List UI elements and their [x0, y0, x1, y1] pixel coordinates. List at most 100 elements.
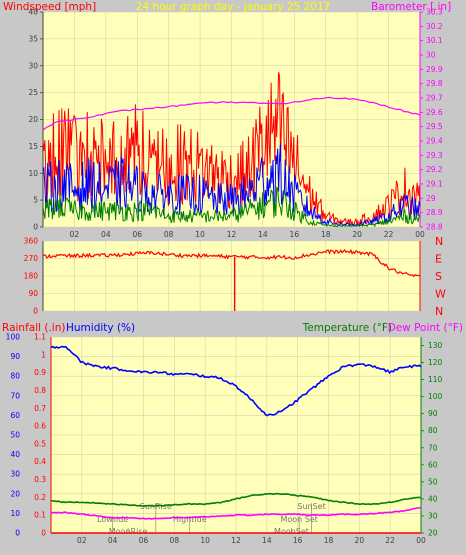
- windspeed-tick-label: 0: [33, 223, 38, 232]
- windspeed-tick-label: 5: [33, 196, 38, 205]
- weather-hour-ticks: 02 04 06 08 10 12 14 16 18 20 22 00: [77, 536, 426, 545]
- barometer-tick-label: 30.3: [426, 8, 443, 17]
- hour-tick-label: 08: [164, 230, 174, 239]
- temperature-ticks: 20 30 40 50 60 70 80 90 100 110 120 130: [421, 341, 443, 538]
- rainfall-tick-label: 0.6: [34, 422, 46, 431]
- dew-point-axis-title: Dew Point (°F): [388, 322, 463, 334]
- hour-tick-label: 04: [108, 536, 118, 545]
- barometer-tick-label: 30: [426, 51, 436, 60]
- hour-tick-label: 16: [293, 536, 303, 545]
- astro-label: SunRise: [140, 502, 172, 511]
- rainfall-tick-label: 1.1: [34, 333, 46, 342]
- windspeed-tick-label: 40: [28, 8, 38, 17]
- astro-label: MoonSet: [274, 527, 309, 536]
- hour-tick-label: 22: [385, 536, 395, 545]
- humidity-tick-label: 80: [10, 372, 20, 381]
- temperature-tick-label: 90: [428, 409, 438, 418]
- hour-tick-label: 16: [290, 230, 300, 239]
- temperature-tick-label: 20: [428, 529, 438, 538]
- barometer-series-line: [42, 96, 421, 131]
- astro-label: Hightide: [173, 515, 207, 524]
- barometer-tick-label: 29.7: [426, 94, 443, 103]
- compass-label: E: [435, 253, 442, 266]
- hour-tick-label: 02: [70, 230, 80, 239]
- direction-tick-label: 90: [28, 289, 38, 298]
- humidity-tick-label: 0: [15, 529, 20, 538]
- rainfall-tick-label: 1: [41, 350, 46, 359]
- compass-label: N: [435, 305, 443, 318]
- barometer-tick-label: 30.1: [426, 36, 443, 45]
- hour-tick-label: 04: [101, 230, 111, 239]
- barometer-tick-label: 29.4: [426, 137, 443, 146]
- hour-tick-label: 02: [77, 536, 87, 545]
- hour-tick-label: 12: [231, 536, 241, 545]
- temperature-tick-label: 120: [428, 358, 443, 367]
- windspeed-tick-label: 30: [28, 61, 38, 70]
- barometer-axis-title: Barometer [.in]: [371, 1, 451, 13]
- direction-tick-label: 0: [33, 307, 38, 316]
- barometer-tick-label: 28.8: [426, 223, 443, 232]
- graph-title: 24 hour graph day - January 25 2017: [136, 1, 331, 13]
- windspeed-tick-label: 15: [28, 142, 38, 151]
- barometer-tick-label: 29.8: [426, 79, 443, 88]
- weather-series: [50, 345, 422, 534]
- temperature-axis-title: Temperature (°F): [302, 322, 392, 334]
- temperature-tick-label: 30: [428, 511, 438, 520]
- hour-tick-label: 08: [170, 536, 180, 545]
- humidity-tick-label: 30: [10, 470, 20, 479]
- wind-barometer-panel: Windspeed [mph] 24 hour graph day - Janu…: [3, 1, 451, 239]
- low-series-line: [42, 186, 421, 228]
- humidity-tick-label: 20: [10, 489, 20, 498]
- temperature-tick-label: 60: [428, 460, 438, 469]
- gust-series-line: [42, 72, 421, 226]
- temperature-tick-label: 70: [428, 443, 438, 452]
- hour-tick-label: 12: [227, 230, 237, 239]
- barometer-tick-label: 29.5: [426, 122, 443, 131]
- barometer-tick-label: 28.9: [426, 208, 443, 217]
- compass-label: W: [435, 288, 446, 301]
- rainfall-tick-label: 0.2: [34, 493, 46, 502]
- barometer-tick-label: 29.6: [426, 108, 443, 117]
- direction-tick-label: 180: [24, 272, 39, 281]
- astro-label: MoonRise: [109, 527, 148, 536]
- barometer-tick-label: 29.2: [426, 165, 443, 174]
- hour-tick-label: 18: [324, 536, 334, 545]
- direction-tick-label: 270: [24, 254, 39, 263]
- rainfall-tick-label: 0.5: [34, 439, 46, 448]
- barometer-tick-label: 29: [426, 194, 436, 203]
- hour-tick-label: 06: [132, 230, 142, 239]
- temperature-tick-label: 50: [428, 477, 438, 486]
- temperature-tick-label: 110: [428, 375, 443, 384]
- humidity-ticks: 0 10 20 30 40 50 60 70 80 90 100: [6, 333, 21, 538]
- humidity-tick-label: 50: [10, 431, 20, 440]
- hour-tick-label: 00: [416, 536, 426, 545]
- humidity-tick-label: 100: [6, 333, 21, 342]
- temperature-tick-label: 100: [428, 392, 443, 401]
- direction-tick-label: 360: [24, 237, 39, 246]
- windspeed-tick-label: 10: [28, 169, 38, 178]
- humidity-series-line: [50, 345, 422, 417]
- rainfall-tick-label: 0: [41, 529, 46, 538]
- humidity-tick-label: 70: [10, 391, 20, 400]
- astro-label: Moon Set: [280, 515, 317, 524]
- rainfall-ticks: 0 0.1 0.2 0.3 0.4 0.5 0.6 0.7 0.8 0.9 1 1.1: [34, 333, 46, 538]
- hour-tick-label: 14: [262, 536, 272, 545]
- temperature-series-line: [50, 492, 422, 507]
- dew_point-series-line: [50, 506, 422, 520]
- rainfall-tick-label: 0.3: [34, 475, 46, 484]
- direction-grid: [42, 240, 421, 312]
- temperature-tick-label: 130: [428, 341, 443, 350]
- direction-series-line: [42, 248, 421, 278]
- hour-tick-label: 18: [321, 230, 331, 239]
- barometer-tick-label: 30.2: [426, 22, 443, 31]
- compass-label: S: [435, 270, 442, 283]
- rainfall-tick-label: 0.4: [34, 457, 46, 466]
- windspeed-tick-label: 35: [28, 34, 38, 43]
- temperature-tick-label: 80: [428, 426, 438, 435]
- rainfall-tick-label: 0.1: [34, 511, 46, 520]
- compass-label: N: [435, 235, 443, 248]
- hour-tick-label: 10: [195, 230, 205, 239]
- astro-label: SunSet: [297, 502, 325, 511]
- rainfall-tick-label: 0.7: [34, 404, 46, 413]
